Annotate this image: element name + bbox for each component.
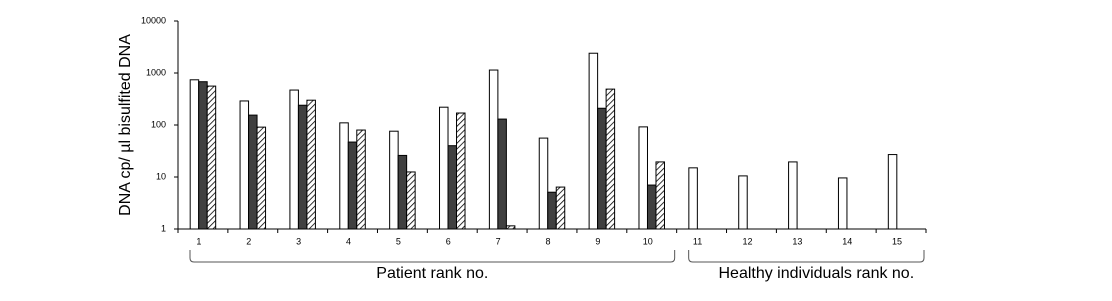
bar (497, 118, 507, 230)
bar (189, 79, 200, 230)
bar (439, 106, 449, 230)
group-label: Healthy individuals rank no. (718, 265, 914, 282)
x-tick-label: 7 (496, 236, 501, 246)
bar (248, 114, 258, 230)
y-tick-label: 1 (161, 223, 166, 233)
bar (339, 122, 349, 230)
bar (887, 154, 898, 230)
bar (206, 85, 217, 230)
bar (505, 225, 516, 230)
group-bracket (688, 250, 925, 263)
group-label: Patient rank no. (376, 265, 488, 282)
bar (297, 104, 308, 230)
x-tick-label: 9 (595, 236, 600, 246)
bar (538, 137, 549, 230)
y-tick-label: 1000 (146, 67, 166, 77)
bar (547, 191, 557, 230)
bar (738, 175, 748, 230)
y-tick-label: 10 (156, 171, 166, 181)
x-tick-label: 8 (545, 236, 550, 246)
x-tick-label: 12 (742, 236, 752, 246)
bar (289, 89, 299, 230)
bar (306, 99, 316, 230)
bar (655, 161, 665, 230)
bar (256, 126, 267, 230)
bar (588, 52, 599, 230)
bar (837, 177, 848, 230)
x-tick-label: 11 (693, 236, 702, 246)
x-tick-label: 2 (246, 236, 251, 246)
bar (239, 100, 250, 230)
bar (456, 112, 466, 230)
x-tick-label: 6 (446, 236, 451, 246)
bar (488, 69, 499, 230)
bar (397, 154, 408, 230)
y-axis-label: DNA cp/ µl bisulfited DNA (117, 34, 134, 216)
x-tick-label: 14 (842, 236, 852, 246)
x-tick-label: 13 (792, 236, 802, 246)
x-tick-label: 3 (296, 236, 301, 246)
group-bracket (189, 250, 676, 263)
bar (555, 186, 566, 230)
x-tick-label: 15 (892, 236, 902, 246)
bar (198, 81, 208, 230)
x-tick-label: 10 (643, 236, 653, 246)
bar (646, 184, 657, 230)
bar (597, 107, 607, 230)
bar (347, 141, 358, 230)
bar (605, 88, 616, 230)
bar (356, 129, 366, 230)
bar (447, 145, 458, 230)
x-tick-label: 1 (196, 236, 201, 246)
y-tick-label: 10000 (141, 15, 166, 25)
bar (788, 161, 798, 230)
bar (688, 167, 698, 230)
y-tick-label: 100 (151, 119, 166, 129)
x-tick-label: 4 (346, 236, 351, 246)
bar (638, 126, 648, 230)
bar (406, 171, 416, 230)
bar (389, 130, 399, 230)
x-tick-label: 5 (396, 236, 401, 246)
